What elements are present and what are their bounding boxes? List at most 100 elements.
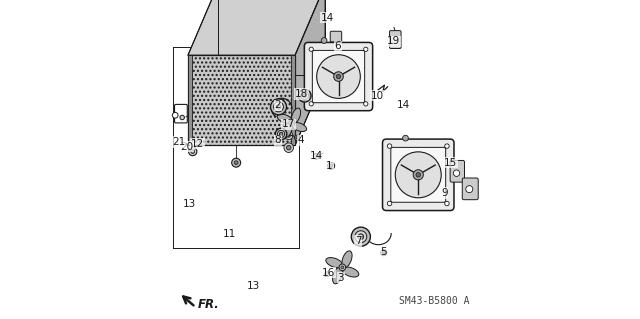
- FancyBboxPatch shape: [175, 104, 188, 123]
- Circle shape: [337, 74, 340, 79]
- Circle shape: [453, 170, 460, 176]
- Ellipse shape: [326, 257, 342, 268]
- Text: 17: 17: [282, 119, 296, 130]
- Circle shape: [303, 94, 307, 98]
- Polygon shape: [295, 0, 325, 145]
- Circle shape: [234, 161, 238, 165]
- Text: 18: 18: [295, 89, 308, 99]
- Circle shape: [301, 92, 308, 100]
- Circle shape: [271, 99, 287, 115]
- Text: 14: 14: [310, 151, 323, 161]
- Circle shape: [321, 38, 327, 43]
- Ellipse shape: [292, 122, 307, 131]
- Circle shape: [273, 102, 284, 112]
- Text: 14: 14: [321, 12, 333, 23]
- Circle shape: [294, 135, 300, 140]
- Ellipse shape: [277, 114, 292, 123]
- Ellipse shape: [342, 267, 359, 277]
- Circle shape: [276, 105, 281, 109]
- Circle shape: [324, 272, 330, 277]
- Circle shape: [416, 173, 420, 177]
- Circle shape: [330, 164, 333, 167]
- Ellipse shape: [292, 108, 301, 123]
- Text: 1: 1: [326, 161, 333, 171]
- Text: 7: 7: [355, 236, 362, 246]
- Text: 8: 8: [275, 135, 281, 145]
- Circle shape: [396, 152, 441, 198]
- Text: 14: 14: [397, 100, 410, 110]
- Circle shape: [341, 266, 344, 269]
- Text: 11: 11: [223, 229, 236, 240]
- Circle shape: [387, 144, 392, 148]
- Polygon shape: [188, 55, 295, 145]
- Circle shape: [328, 162, 335, 169]
- Text: 9: 9: [441, 188, 448, 198]
- FancyBboxPatch shape: [391, 147, 445, 202]
- Circle shape: [445, 144, 449, 148]
- Circle shape: [296, 137, 298, 139]
- Circle shape: [232, 158, 241, 167]
- Circle shape: [314, 153, 319, 159]
- Text: 21: 21: [172, 137, 186, 147]
- Bar: [291, 55, 295, 145]
- Circle shape: [317, 55, 360, 98]
- Text: 15: 15: [444, 158, 458, 168]
- Polygon shape: [188, 0, 325, 55]
- Ellipse shape: [342, 251, 352, 268]
- FancyBboxPatch shape: [330, 31, 342, 42]
- Circle shape: [189, 147, 197, 156]
- FancyBboxPatch shape: [462, 178, 478, 200]
- Circle shape: [287, 145, 291, 150]
- Circle shape: [284, 143, 294, 152]
- Text: 4: 4: [298, 135, 304, 145]
- Circle shape: [191, 150, 195, 153]
- FancyBboxPatch shape: [450, 160, 465, 182]
- FancyBboxPatch shape: [305, 42, 372, 111]
- Text: FR.: FR.: [198, 299, 220, 311]
- Circle shape: [339, 264, 346, 271]
- Circle shape: [445, 201, 449, 206]
- Ellipse shape: [333, 267, 343, 284]
- Circle shape: [381, 249, 387, 256]
- Bar: [188, 55, 192, 145]
- Circle shape: [309, 102, 314, 106]
- Text: 3: 3: [337, 272, 344, 283]
- Circle shape: [287, 134, 291, 137]
- Circle shape: [278, 130, 285, 137]
- Circle shape: [291, 122, 293, 124]
- Text: 20: 20: [180, 142, 193, 152]
- Text: 5: 5: [381, 247, 387, 257]
- Circle shape: [180, 115, 184, 120]
- Circle shape: [364, 47, 368, 51]
- Circle shape: [298, 89, 311, 102]
- Circle shape: [289, 120, 295, 126]
- Circle shape: [333, 72, 343, 81]
- FancyBboxPatch shape: [390, 31, 401, 48]
- Text: 12: 12: [191, 138, 204, 149]
- FancyBboxPatch shape: [312, 50, 365, 103]
- Ellipse shape: [284, 122, 292, 137]
- Text: 19: 19: [387, 36, 400, 47]
- Circle shape: [387, 201, 392, 206]
- Circle shape: [403, 135, 408, 141]
- Circle shape: [358, 234, 364, 240]
- Circle shape: [413, 170, 423, 180]
- FancyBboxPatch shape: [383, 139, 454, 211]
- Circle shape: [285, 131, 293, 140]
- Circle shape: [383, 251, 385, 254]
- Text: 13: 13: [246, 280, 260, 291]
- Circle shape: [309, 47, 314, 51]
- Circle shape: [172, 112, 178, 118]
- Text: 13: 13: [182, 199, 196, 209]
- Text: SM43-B5800 A: SM43-B5800 A: [399, 296, 470, 306]
- Text: 6: 6: [334, 41, 341, 51]
- Text: 10: 10: [371, 91, 384, 101]
- Circle shape: [279, 132, 283, 136]
- Circle shape: [355, 231, 367, 243]
- Circle shape: [466, 186, 473, 193]
- Circle shape: [364, 102, 368, 106]
- Text: 2: 2: [275, 100, 281, 110]
- Circle shape: [275, 128, 287, 140]
- Circle shape: [351, 227, 371, 246]
- Text: 16: 16: [323, 268, 335, 278]
